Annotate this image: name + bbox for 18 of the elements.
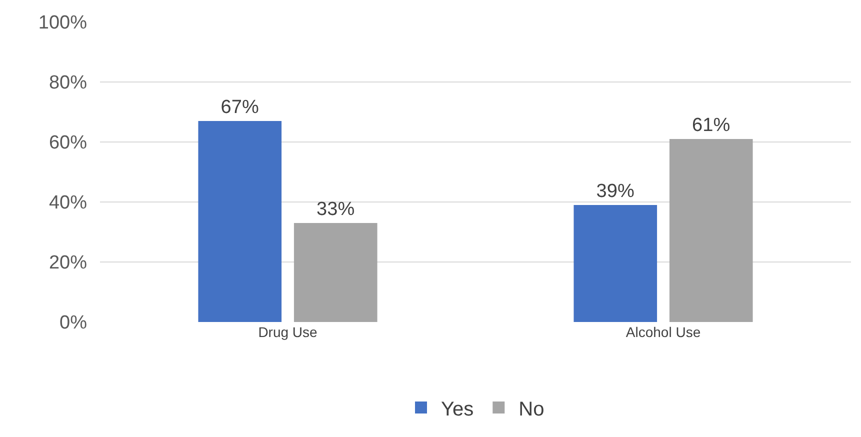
y-tick-label: 60% — [48, 132, 88, 154]
bar — [294, 223, 378, 322]
data-label: 39% — [596, 181, 634, 202]
y-tick-label: 0% — [60, 312, 88, 334]
y-tick-label: 100% — [38, 12, 88, 34]
bar — [574, 205, 658, 322]
bar — [669, 139, 753, 322]
y-tick-label: 80% — [48, 72, 88, 94]
bar — [198, 121, 282, 322]
data-label: 61% — [692, 115, 730, 136]
data-label: 33% — [316, 199, 355, 220]
data-label: 67% — [220, 97, 259, 118]
legend-label: Yes — [441, 398, 474, 420]
legend-label: No — [518, 398, 544, 420]
x-tick-label: Drug Use — [258, 324, 318, 340]
x-tick-label: Alcohol Use — [626, 324, 701, 340]
y-tick-label: 20% — [48, 252, 88, 274]
y-tick-label: 40% — [48, 192, 88, 214]
